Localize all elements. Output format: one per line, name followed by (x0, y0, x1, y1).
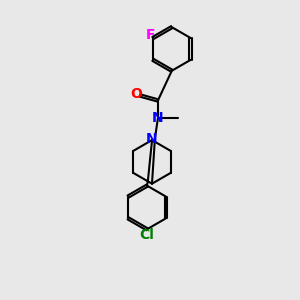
Text: F: F (146, 28, 156, 42)
Text: N: N (152, 111, 164, 125)
Text: N: N (146, 132, 158, 146)
Text: O: O (130, 86, 142, 100)
Text: Cl: Cl (140, 228, 154, 242)
